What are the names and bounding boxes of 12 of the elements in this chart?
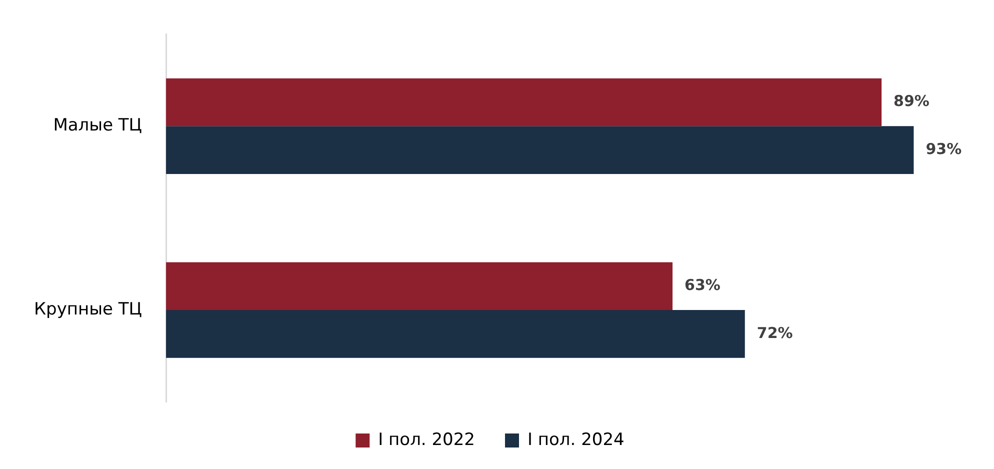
data-label: 63% bbox=[684, 276, 720, 294]
legend-label: I пол. 2022 bbox=[378, 430, 476, 450]
y-tick-label: Крупные ТЦ bbox=[34, 299, 142, 320]
y-tick-label: Малые ТЦ bbox=[53, 116, 142, 136]
data-label: 72% bbox=[756, 324, 793, 342]
bar bbox=[166, 310, 745, 358]
data-label: 89% bbox=[894, 92, 930, 110]
bar bbox=[166, 126, 914, 174]
bar bbox=[166, 262, 673, 310]
bar bbox=[166, 78, 882, 126]
data-label: 93% bbox=[926, 140, 962, 158]
legend-label: I пол. 2024 bbox=[528, 430, 624, 450]
